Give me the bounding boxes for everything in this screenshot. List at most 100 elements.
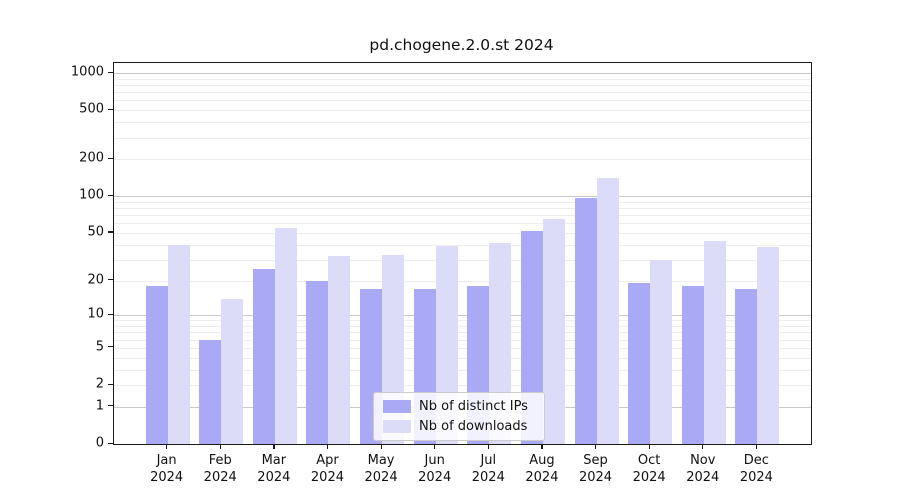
y-tick-label-10: 10 <box>87 306 104 322</box>
gridline-minor-3 <box>114 369 811 371</box>
bar-downloads-sep <box>596 178 619 444</box>
x-tick-label-nov: Nov 2024 <box>686 453 720 485</box>
gridline-minor-500 <box>114 110 811 112</box>
bar-distinct-ips-mar <box>252 269 275 444</box>
bar-distinct-ips-jan <box>145 285 168 444</box>
x-tick-label-feb: Feb 2024 <box>203 453 237 485</box>
y-tick-mark-5 <box>108 346 113 348</box>
gridline-minor-200 <box>114 159 811 161</box>
y-tick-mark-10 <box>108 313 113 315</box>
x-tick-mark-jun <box>434 444 436 449</box>
bar-downloads-apr <box>328 256 351 444</box>
y-tick-mark-1000 <box>108 71 113 73</box>
gridline-major-100 <box>114 196 811 198</box>
y-tick-mark-50 <box>108 231 113 233</box>
legend-label-downloads: Nb of downloads <box>419 419 528 434</box>
gridline-minor-40 <box>114 244 811 246</box>
gridline-minor-90 <box>114 201 811 203</box>
x-tick-mark-jul <box>487 444 489 449</box>
gridline-minor-8 <box>114 326 811 328</box>
x-tick-mark-mar <box>273 444 275 449</box>
gridline-minor-6 <box>114 339 811 341</box>
gridline-minor-5 <box>114 347 811 349</box>
y-tick-mark-100 <box>108 194 113 196</box>
gridline-minor-20 <box>114 280 811 282</box>
x-tick-label-may: May 2024 <box>364 453 398 485</box>
gridline-minor-4 <box>114 357 811 359</box>
y-tick-label-5: 5 <box>95 339 104 355</box>
gridline-minor-7 <box>114 332 811 334</box>
x-tick-label-aug: Aug 2024 <box>525 453 559 485</box>
bar-distinct-ips-sep <box>574 197 597 444</box>
bar-distinct-ips-dec <box>735 288 758 444</box>
y-tick-mark-1 <box>108 405 113 407</box>
x-tick-label-jul: Jul 2024 <box>471 453 505 485</box>
y-tick-label-100: 100 <box>79 187 104 203</box>
x-tick-label-jun: Jun 2024 <box>418 453 452 485</box>
gridline-minor-600 <box>114 100 811 102</box>
bar-downloads-dec <box>757 247 780 444</box>
bar-distinct-ips-apr <box>306 280 329 444</box>
chart-title: pd.chogene.2.0.st 2024 <box>369 36 554 54</box>
legend-item-distinct-ips: Nb of distinct IPs <box>383 399 534 414</box>
bar-distinct-ips-nov <box>681 285 704 444</box>
gridline-minor-800 <box>114 85 811 87</box>
y-tick-label-200: 200 <box>79 150 104 166</box>
legend-item-downloads: Nb of downloads <box>383 419 534 434</box>
y-tick-label-2: 2 <box>95 376 104 392</box>
y-tick-mark-0 <box>108 442 113 444</box>
bar-distinct-ips-aug <box>520 230 543 444</box>
bar-downloads-aug <box>542 219 565 444</box>
x-tick-label-sep: Sep 2024 <box>578 453 613 485</box>
x-tick-mark-oct <box>648 444 650 449</box>
gridline-minor-50 <box>114 232 811 234</box>
bar-downloads-feb <box>221 298 244 444</box>
y-tick-mark-500 <box>108 108 113 110</box>
x-tick-mark-jan <box>166 444 168 449</box>
gridline-minor-400 <box>114 122 811 124</box>
gridline-minor-300 <box>114 137 811 139</box>
gridline-minor-900 <box>114 78 811 80</box>
gridline-major-10 <box>114 315 811 317</box>
x-tick-label-dec: Dec 2024 <box>739 453 773 485</box>
legend-swatch-downloads-icon <box>383 420 411 433</box>
bar-downloads-jan <box>167 244 190 444</box>
bar-downloads-oct <box>650 259 673 444</box>
bar-distinct-ips-oct <box>628 283 651 444</box>
bar-downloads-mar <box>274 227 297 444</box>
x-tick-label-mar: Mar 2024 <box>257 453 291 485</box>
gridline-minor-700 <box>114 92 811 94</box>
x-tick-label-jan: Jan 2024 <box>150 453 184 485</box>
gridline-minor-30 <box>114 259 811 261</box>
x-tick-mark-feb <box>219 444 221 449</box>
x-tick-mark-aug <box>541 444 543 449</box>
y-tick-label-500: 500 <box>79 101 104 117</box>
gridline-minor-70 <box>114 215 811 217</box>
y-tick-label-1000: 1000 <box>70 64 104 80</box>
legend-swatch-distinct-ips-icon <box>383 400 411 413</box>
bar-distinct-ips-feb <box>199 339 222 444</box>
gridline-minor-2 <box>114 385 811 386</box>
y-tick-label-20: 20 <box>87 272 104 288</box>
x-tick-mark-sep <box>595 444 597 449</box>
y-tick-label-50: 50 <box>87 224 104 240</box>
legend: Nb of distinct IPs Nb of downloads <box>373 392 545 441</box>
y-tick-label-0: 0 <box>95 435 104 451</box>
y-tick-mark-2 <box>108 383 113 385</box>
x-tick-mark-dec <box>755 444 758 449</box>
gridline-minor-80 <box>114 208 811 210</box>
y-tick-mark-200 <box>108 157 113 159</box>
x-tick-mark-nov <box>702 444 704 449</box>
bar-downloads-nov <box>703 240 726 444</box>
y-tick-mark-20 <box>108 279 113 281</box>
x-tick-label-oct: Oct 2024 <box>632 453 666 485</box>
gridline-minor-60 <box>114 223 811 225</box>
y-tick-label-1: 1 <box>95 398 104 414</box>
x-tick-mark-apr <box>326 444 329 449</box>
plot-area <box>113 62 812 445</box>
gridline-major-1000 <box>114 73 811 75</box>
legend-label-distinct-ips: Nb of distinct IPs <box>419 399 528 414</box>
gridline-minor-9 <box>114 320 811 322</box>
x-tick-label-apr: Apr 2024 <box>310 453 344 485</box>
